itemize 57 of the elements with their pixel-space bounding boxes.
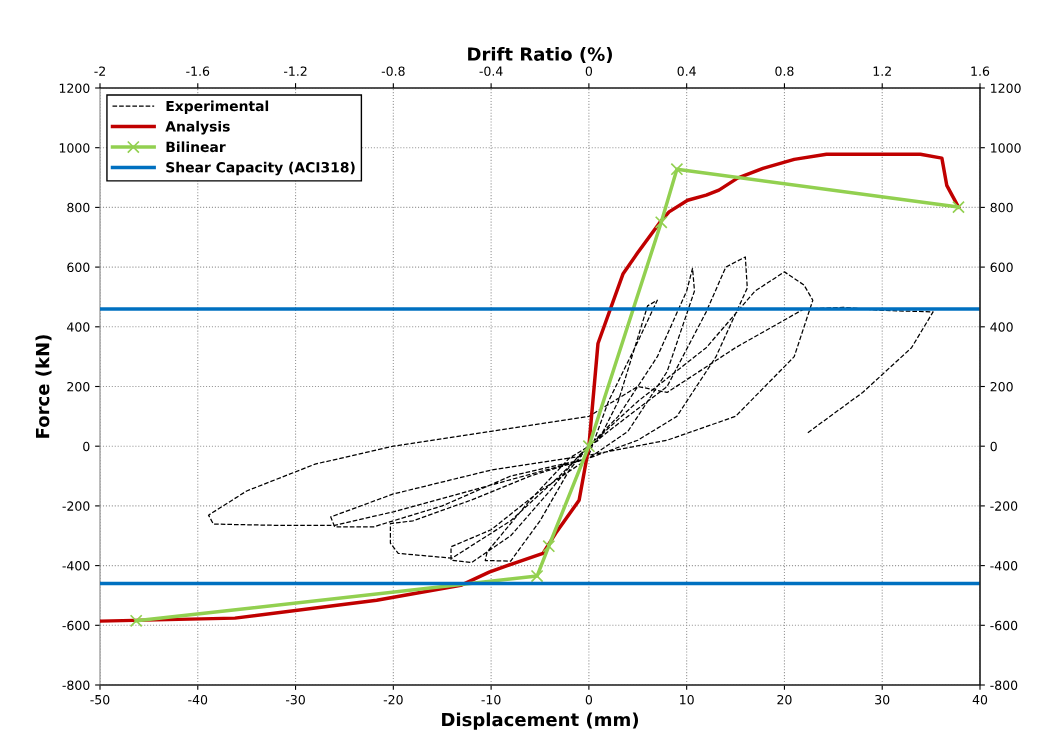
x-tick-label: -20 — [383, 694, 403, 705]
x-tick-label: 40 — [972, 694, 988, 705]
y-tick-label: 1200 — [59, 83, 90, 93]
x-tick-label: 10 — [680, 694, 694, 705]
y-axis-title: Force (kN) — [35, 335, 52, 438]
y2-tick-label: -800 — [990, 680, 1018, 690]
y-tick-label: 200 — [67, 381, 90, 392]
x2-tick-label: -1.2 — [283, 66, 307, 76]
line-series — [207, 256, 934, 564]
y2-tick-label: -200 — [990, 501, 1018, 511]
y2-tick-label: 400 — [990, 322, 1013, 332]
x2-tick-label: -2 — [94, 66, 105, 76]
x2-tick-label: 1.2 — [873, 66, 891, 76]
y2-tick-label: 0 — [990, 441, 997, 452]
x-axis-title: Displacement (mm) — [442, 712, 639, 730]
legend-label: Experimental — [166, 100, 269, 114]
point — [530, 569, 544, 583]
y-tick-label: -400 — [62, 561, 90, 571]
y2-tick-label: 200 — [990, 381, 1013, 392]
y2-tick-label: -400 — [990, 561, 1018, 571]
y-tick-label: 1000 — [59, 143, 90, 153]
x-tick-label: 20 — [777, 694, 792, 705]
x2-axis-title: Drift Ratio (%) — [468, 46, 612, 64]
y2-tick-label: -600 — [990, 620, 1018, 631]
x2-tick-label: -0.4 — [479, 66, 503, 76]
y-tick-label: -200 — [62, 501, 90, 511]
y-tick-label: 600 — [67, 262, 90, 273]
x2-tick-label: -0.8 — [381, 66, 405, 76]
x2-tick-label: 1.6 — [971, 66, 990, 76]
point — [129, 614, 143, 628]
y-tick-label: -800 — [62, 680, 90, 690]
y-tick-label: 0 — [83, 441, 90, 452]
y2-tick-label: 600 — [990, 262, 1013, 273]
x2-tick-label: 0.4 — [677, 66, 696, 76]
x2-tick-label: -1.6 — [186, 66, 210, 76]
y2-tick-label: 1000 — [991, 143, 1021, 153]
x-tick-label: 0 — [585, 694, 593, 705]
legend-label: Shear Capacity (ACI318) — [166, 161, 355, 176]
legend-label: Analysis — [165, 120, 230, 135]
y2-tick-label: 800 — [990, 202, 1013, 213]
x-tick-label: -50 — [90, 694, 110, 705]
point — [952, 200, 965, 214]
x2-tick-label: 0 — [585, 66, 593, 76]
x-tick-label: -10 — [481, 694, 501, 705]
y-tick-label: 800 — [67, 202, 90, 213]
point — [670, 162, 684, 176]
x-tick-label: 30 — [875, 694, 890, 705]
y-tick-label: -600 — [62, 620, 90, 631]
y-tick-label: 400 — [67, 322, 90, 332]
point — [582, 439, 596, 453]
x2-tick-label: 0.8 — [775, 66, 794, 76]
x-tick-label: -30 — [285, 694, 305, 705]
point — [542, 539, 556, 553]
point — [654, 215, 668, 229]
y2-tick-label: 1200 — [991, 83, 1021, 93]
legend-label: Bilinear — [166, 141, 226, 153]
x-tick-label: -40 — [188, 694, 208, 705]
